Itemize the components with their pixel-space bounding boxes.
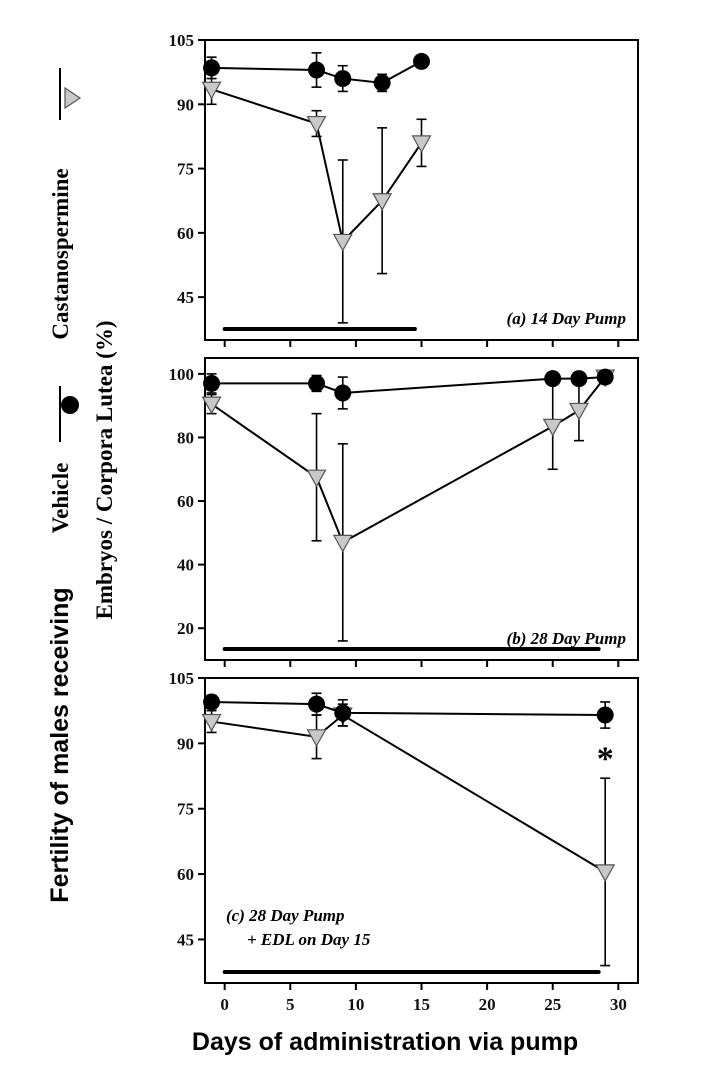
panel-a: 45 60 75 90 105 (a) 14 Day Pump xyxy=(169,31,639,347)
series-castanospermine xyxy=(201,73,432,324)
data-point xyxy=(373,74,391,92)
legend-vehicle-label: Vehicle xyxy=(48,463,73,534)
data-point xyxy=(203,693,221,711)
y-tick-label: 105 xyxy=(169,669,195,688)
legend-cast-label: Castanospermine xyxy=(48,168,73,339)
panel-label: (a) 14 Day Pump xyxy=(507,309,626,328)
x-tick-label: 5 xyxy=(286,995,295,1014)
x-tick-label: 30 xyxy=(610,995,627,1014)
x-tick-label: 15 xyxy=(413,995,430,1014)
panel-b: 20 40 60 80 100 (b) 28 Day Pump xyxy=(169,357,639,667)
series-vehicle xyxy=(203,692,614,729)
series-line xyxy=(211,700,606,717)
y-tick-label: 105 xyxy=(169,31,195,50)
series-vehicle xyxy=(203,52,430,93)
y-tick-label: 60 xyxy=(177,224,194,243)
y-tick-label: 20 xyxy=(177,619,194,638)
data-point xyxy=(372,193,393,211)
series-line xyxy=(211,713,606,873)
data-point xyxy=(595,864,616,883)
data-point xyxy=(544,370,562,388)
x-tick-label: 20 xyxy=(479,995,496,1014)
data-point xyxy=(334,384,352,402)
data-point xyxy=(308,61,326,79)
data-point xyxy=(306,469,327,488)
data-point xyxy=(201,396,222,415)
series-castanospermine xyxy=(201,369,616,642)
x-tick-label: 0 xyxy=(220,995,229,1014)
series-vehicle xyxy=(203,368,614,410)
y-tick-label: 45 xyxy=(177,930,194,949)
series-line xyxy=(210,376,606,544)
y-tick-label: 60 xyxy=(177,865,194,884)
y-title-outer: Fertility of males receiving xyxy=(46,587,74,902)
y-tick-label: 100 xyxy=(169,365,195,384)
y-tick-label: 75 xyxy=(177,800,194,819)
data-point xyxy=(203,59,221,77)
x-tick-labels: 0 5 10 15 20 25 30 xyxy=(220,995,626,1014)
y-tick-label: 90 xyxy=(177,95,194,114)
data-point xyxy=(570,370,588,388)
panel-c: 45 60 75 90 105 (c) 28 Day Pump + EDL on Day 1… xyxy=(169,669,639,990)
x-tick-label: 10 xyxy=(347,995,364,1014)
data-point xyxy=(308,374,326,392)
plot-frame xyxy=(204,39,639,341)
data-point xyxy=(596,368,614,386)
data-point xyxy=(334,704,352,722)
data-point xyxy=(596,706,614,724)
y-tick-label: 60 xyxy=(177,492,194,511)
series-castanospermine xyxy=(201,703,616,967)
data-point xyxy=(306,729,327,748)
x-tick-label: 25 xyxy=(544,995,561,1014)
y-tick-label: 90 xyxy=(177,734,194,753)
data-point xyxy=(332,233,353,252)
data-point xyxy=(308,695,326,713)
panel-label: (c) 28 Day Pump xyxy=(226,906,345,925)
panel-label-line2: + EDL on Day 15 xyxy=(247,930,371,949)
y-tick-label: 80 xyxy=(177,428,194,447)
panel-label: (b) 28 Day Pump xyxy=(507,629,626,648)
data-point xyxy=(411,135,432,154)
data-point xyxy=(542,418,563,437)
legend-cast-symbol xyxy=(59,68,82,120)
x-title: Days of administration via pump xyxy=(192,1028,578,1056)
legend-vehicle-symbol xyxy=(59,386,79,442)
y-tick-label: 40 xyxy=(177,556,194,575)
data-point xyxy=(201,713,222,732)
significance-asterisk: * xyxy=(597,741,614,778)
y-title-inner: Embryos / Corpora Lutea (%) xyxy=(92,321,117,620)
data-point xyxy=(332,534,353,553)
data-point xyxy=(568,402,589,421)
y-tick-label: 45 xyxy=(177,288,194,307)
data-point xyxy=(334,70,352,88)
data-point xyxy=(413,52,430,70)
data-point xyxy=(201,81,222,100)
data-point xyxy=(203,374,221,392)
data-point xyxy=(306,115,327,134)
y-tick-label: 75 xyxy=(177,160,194,179)
